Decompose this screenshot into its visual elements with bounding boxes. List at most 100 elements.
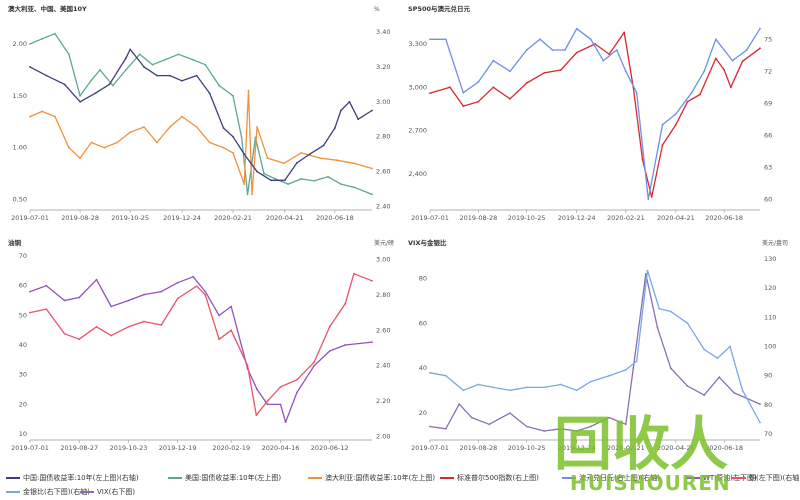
chart-grid: 澳大利亚、中国、美国10Y % 0.50 1.00 1.50 2.00 2.40 2.60 2.… <box>8 4 788 452</box>
data-point <box>729 345 731 348</box>
legend-swatch <box>732 477 746 479</box>
x-tick-label: 2020-06-18 <box>705 444 743 452</box>
data-point <box>195 74 198 77</box>
data-point <box>274 178 277 180</box>
data-point <box>525 49 528 51</box>
series-line <box>429 31 761 198</box>
x-tick-label: 2020-06-18 <box>316 214 354 222</box>
legend-item: 铜(左下图)(右轴) <box>732 473 800 483</box>
data-point <box>230 329 233 332</box>
left-tick-label: 20 <box>19 400 27 408</box>
data-point <box>266 157 269 160</box>
data-point <box>759 403 761 405</box>
data-point <box>733 392 736 394</box>
data-point <box>204 63 207 66</box>
legend-item: WTI原油(左下图) <box>686 473 757 483</box>
data-point <box>192 275 195 278</box>
x-tick-label: 2019-07-01 <box>11 444 49 452</box>
data-point <box>243 153 246 156</box>
legend-item: VIX(右下图) <box>80 487 135 497</box>
right-axis-unit: 美元/磅 <box>374 239 394 247</box>
x-tick-label: 2020-02-19 <box>212 444 250 452</box>
data-point <box>462 91 465 94</box>
x-tick-label: 2019-07-01 <box>11 214 49 222</box>
data-point <box>127 325 130 328</box>
legend-swatch <box>308 477 322 479</box>
right-tick-label: 60 <box>764 195 772 203</box>
legend-label: 铜(左下图)(右轴) <box>749 474 800 482</box>
data-point <box>247 89 250 92</box>
data-point <box>334 127 336 129</box>
data-point <box>279 386 282 388</box>
data-point <box>543 386 546 389</box>
data-point <box>313 180 315 182</box>
data-point <box>353 186 355 189</box>
data-point <box>313 364 315 367</box>
legend-label: 澳大利亚:国债收益率:10年(左上图) <box>325 474 436 482</box>
data-point <box>29 290 31 293</box>
data-point <box>246 364 249 367</box>
data-point <box>470 416 473 419</box>
data-point <box>266 403 269 406</box>
data-point <box>429 92 431 94</box>
data-point <box>240 136 243 139</box>
data-point <box>176 297 179 300</box>
data-point <box>78 338 81 341</box>
data-point <box>256 126 258 128</box>
data-point <box>143 320 145 323</box>
legend-swatch <box>168 477 182 479</box>
data-point <box>208 141 211 144</box>
data-point <box>658 307 661 310</box>
data-point <box>661 123 664 126</box>
left-tick-label: 80 <box>419 274 427 282</box>
x-tick-label: 2019-10-23 <box>110 444 148 452</box>
data-point <box>551 49 554 51</box>
data-point <box>218 84 221 87</box>
series-line <box>29 276 373 423</box>
data-point <box>429 425 431 428</box>
x-tick-label: 2019-08-28 <box>459 444 497 452</box>
data-point <box>63 83 66 86</box>
legend-label: 美国:国债收益率:10年(左上图) <box>185 474 282 482</box>
data-point <box>156 74 158 77</box>
data-point <box>335 159 338 162</box>
data-point <box>371 109 373 112</box>
right-tick-label: 130 <box>764 255 776 263</box>
data-point <box>729 86 732 89</box>
data-point <box>327 175 329 178</box>
left-tick-label: 50 <box>19 311 27 319</box>
right-tick-label: 2.80 <box>376 133 390 141</box>
legend-swatch <box>440 477 454 479</box>
data-point <box>575 389 578 392</box>
right-tick-label: 75 <box>764 35 772 43</box>
series-line <box>430 28 761 200</box>
data-point <box>29 43 31 45</box>
data-point <box>650 196 653 198</box>
x-tick-label: 2020-04-21 <box>266 214 304 222</box>
data-point <box>444 38 447 41</box>
data-point <box>160 324 163 326</box>
data-point <box>94 92 97 94</box>
data-point <box>125 69 127 71</box>
data-point <box>263 172 265 175</box>
data-point <box>129 131 132 134</box>
series-line <box>29 48 373 181</box>
data-point <box>300 178 303 180</box>
x-tick-label: 2019-08-27 <box>60 444 98 452</box>
data-point <box>608 374 611 377</box>
data-point <box>644 273 647 275</box>
left-tick-label: 70 <box>19 252 27 260</box>
data-point <box>699 93 701 96</box>
x-tick-label: 2020-02-21 <box>214 214 252 222</box>
data-point <box>462 389 465 392</box>
data-point <box>589 425 592 428</box>
data-point <box>169 126 171 128</box>
data-point <box>492 59 495 62</box>
data-point <box>615 49 618 51</box>
data-point <box>449 86 451 89</box>
left-tick-label: 60 <box>419 319 427 327</box>
data-point <box>296 378 298 381</box>
data-point <box>340 109 342 112</box>
legend-label: 金银比(右下图)(右轴) <box>23 488 90 496</box>
right-tick-label: 80 <box>764 401 772 409</box>
